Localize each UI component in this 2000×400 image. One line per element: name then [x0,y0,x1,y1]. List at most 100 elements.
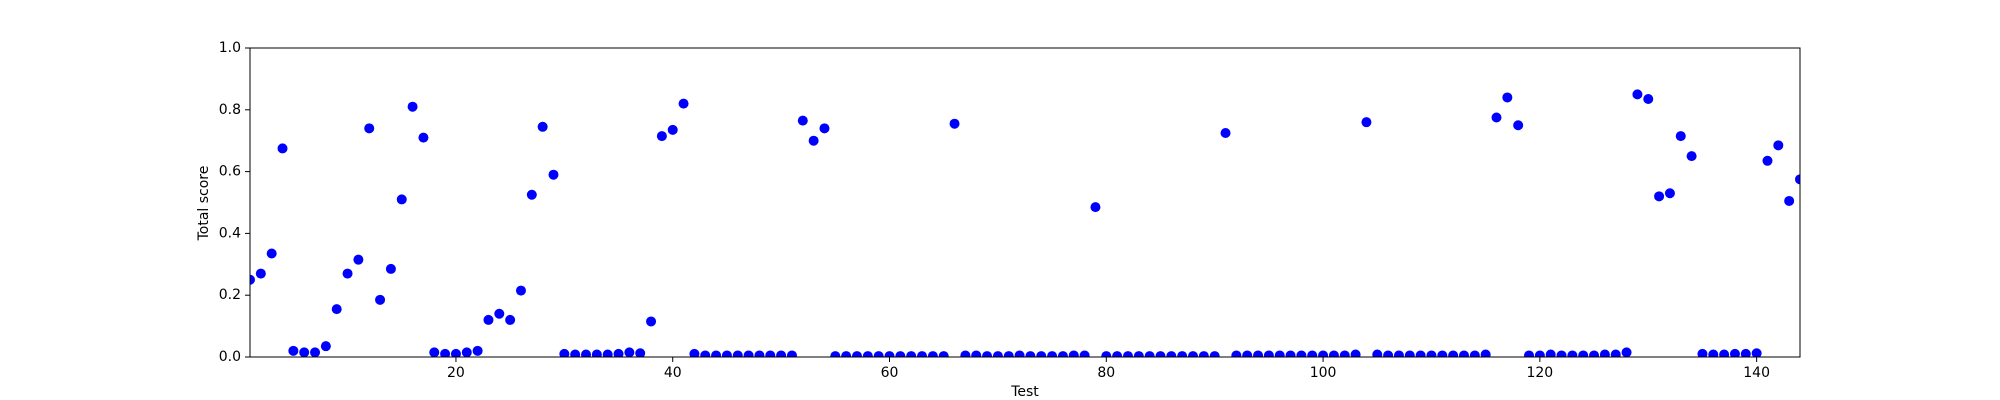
point [418,132,429,143]
x-tick-label: 140 [1743,365,1770,381]
point [1133,351,1144,357]
point [602,349,613,357]
point [310,347,321,357]
point [288,345,299,356]
point [1036,351,1047,357]
point [700,350,711,357]
y-tick-label: 0.2 [219,287,241,303]
point [1177,351,1188,357]
point [1263,350,1274,357]
point [1318,350,1329,357]
point [440,348,451,357]
point [1795,174,1800,185]
point [982,351,993,357]
point [1383,350,1394,357]
point [1025,351,1036,357]
point [1599,349,1610,357]
point [299,347,310,357]
point [1469,350,1480,357]
point [505,314,516,325]
point [1621,347,1632,357]
point [591,349,602,357]
point [559,348,570,357]
point [1209,351,1220,357]
point [1502,92,1513,103]
point [255,268,266,279]
point [1729,348,1740,357]
x-tick-label: 100 [1310,365,1337,381]
point [711,350,722,357]
point [1047,351,1058,357]
x-tick-label: 60 [881,365,899,381]
point [797,115,808,126]
point [884,351,895,357]
point [1014,350,1025,357]
point [1415,350,1426,357]
point [1155,351,1166,357]
point [570,349,581,357]
point [1751,348,1762,357]
point [873,351,884,357]
point [1068,350,1079,357]
point [1719,349,1730,357]
point [250,274,255,285]
point [385,263,396,274]
point [1643,93,1654,104]
x-tick-label: 40 [664,365,682,381]
point [743,350,754,357]
point [949,118,960,129]
point [1664,188,1675,199]
point [656,131,667,142]
x-tick-label: 80 [1097,365,1115,381]
point [613,348,624,357]
point [1404,350,1415,357]
x-tick-label: 20 [447,365,465,381]
plot-area [250,89,1800,357]
point [754,350,765,357]
point [537,121,548,132]
point [1079,350,1090,357]
point [851,351,862,357]
y-tick-label: 0.0 [219,349,241,365]
point [1253,350,1264,357]
point [624,347,635,357]
point [1188,351,1199,357]
point [1339,350,1350,357]
point [721,350,732,357]
point [1328,350,1339,357]
point [1448,350,1459,357]
point [927,351,938,357]
point [1589,350,1600,357]
point [548,169,559,180]
point [494,308,505,319]
y-tick-label: 0.6 [219,164,241,180]
axes-frame [249,47,1801,358]
point [1090,202,1101,213]
point [331,304,342,315]
point [1458,350,1469,357]
point [429,347,440,357]
point [396,194,407,205]
point [1361,117,1372,128]
point [1545,349,1556,357]
point [1675,131,1686,142]
point [1122,351,1133,357]
point [526,189,537,200]
point [472,345,483,356]
point [635,348,646,357]
point [1112,351,1123,357]
point [1350,349,1361,357]
point [776,350,787,357]
point [1708,349,1719,357]
point [1101,351,1112,357]
point [450,348,461,357]
y-tick-label: 0.8 [219,102,241,118]
point [277,143,288,154]
point [266,248,277,259]
point [1556,350,1567,357]
point [862,351,873,357]
y-axis-label: Total score [196,166,212,242]
point [353,254,364,265]
point [1697,348,1708,357]
